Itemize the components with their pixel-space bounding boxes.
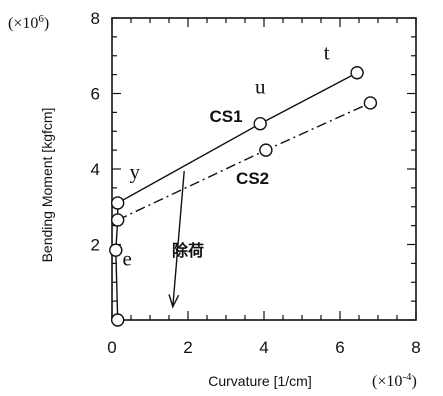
y-multiplier: (×106) [8, 13, 49, 32]
y-multiplier-close: ) [44, 15, 49, 32]
y-tick-label: 4 [91, 160, 100, 179]
annotation-label: e [123, 246, 132, 270]
unload-arrow-head [168, 294, 180, 309]
x-axis-label: Curvature [1/cm] [208, 373, 311, 389]
x-tick-label: 4 [259, 338, 268, 357]
point-marker-cs1 [110, 196, 125, 210]
x-tick-label: 2 [183, 338, 192, 357]
x-multiplier: (×10-4) [372, 371, 417, 390]
point-marker [109, 243, 123, 257]
y-multiplier-exp: 6 [38, 13, 44, 25]
initial-elastic-line [115, 202, 119, 321]
tick-labels: 0 2 4 6 8 2 4 6 8 [91, 9, 421, 357]
point-marker-cs1 [253, 116, 267, 131]
annotation-label: y [130, 159, 141, 183]
unload-arrow-shaft [172, 170, 185, 307]
axis-ticks [111, 17, 417, 321]
series-label-cs1: CS1 [209, 107, 242, 126]
point-marker-cs2 [110, 213, 125, 227]
point-marker [110, 313, 125, 327]
marker-layer [109, 66, 378, 327]
y-tick-label: 8 [91, 9, 100, 28]
annotation-label: 除荷 [172, 241, 204, 260]
x-tick-label: 8 [411, 338, 420, 357]
point-marker-cs2 [363, 96, 378, 110]
y-axis-label: Bending Moment [kgfcm] [39, 108, 55, 263]
series-label-cs2: CS2 [236, 169, 269, 188]
point-marker-cs2 [259, 143, 273, 157]
annotations: CS1 CS2 t u y e 除荷 [123, 41, 330, 271]
x-tick-label: 0 [107, 338, 116, 357]
x-multiplier-exp: -4 [402, 371, 412, 383]
x-multiplier-base: (×10 [372, 373, 402, 390]
annotation-label: u [255, 75, 266, 99]
y-multiplier-base: (×10 [8, 15, 38, 32]
annotation-label: t [324, 41, 330, 65]
series-line-cs2 [117, 102, 371, 221]
x-tick-label: 6 [335, 338, 344, 357]
series-layer [115, 72, 371, 321]
y-tick-label: 6 [91, 85, 100, 104]
x-multiplier-close: ) [412, 373, 417, 390]
y-tick-label: 2 [91, 236, 100, 255]
point-marker-cs1 [350, 66, 364, 80]
